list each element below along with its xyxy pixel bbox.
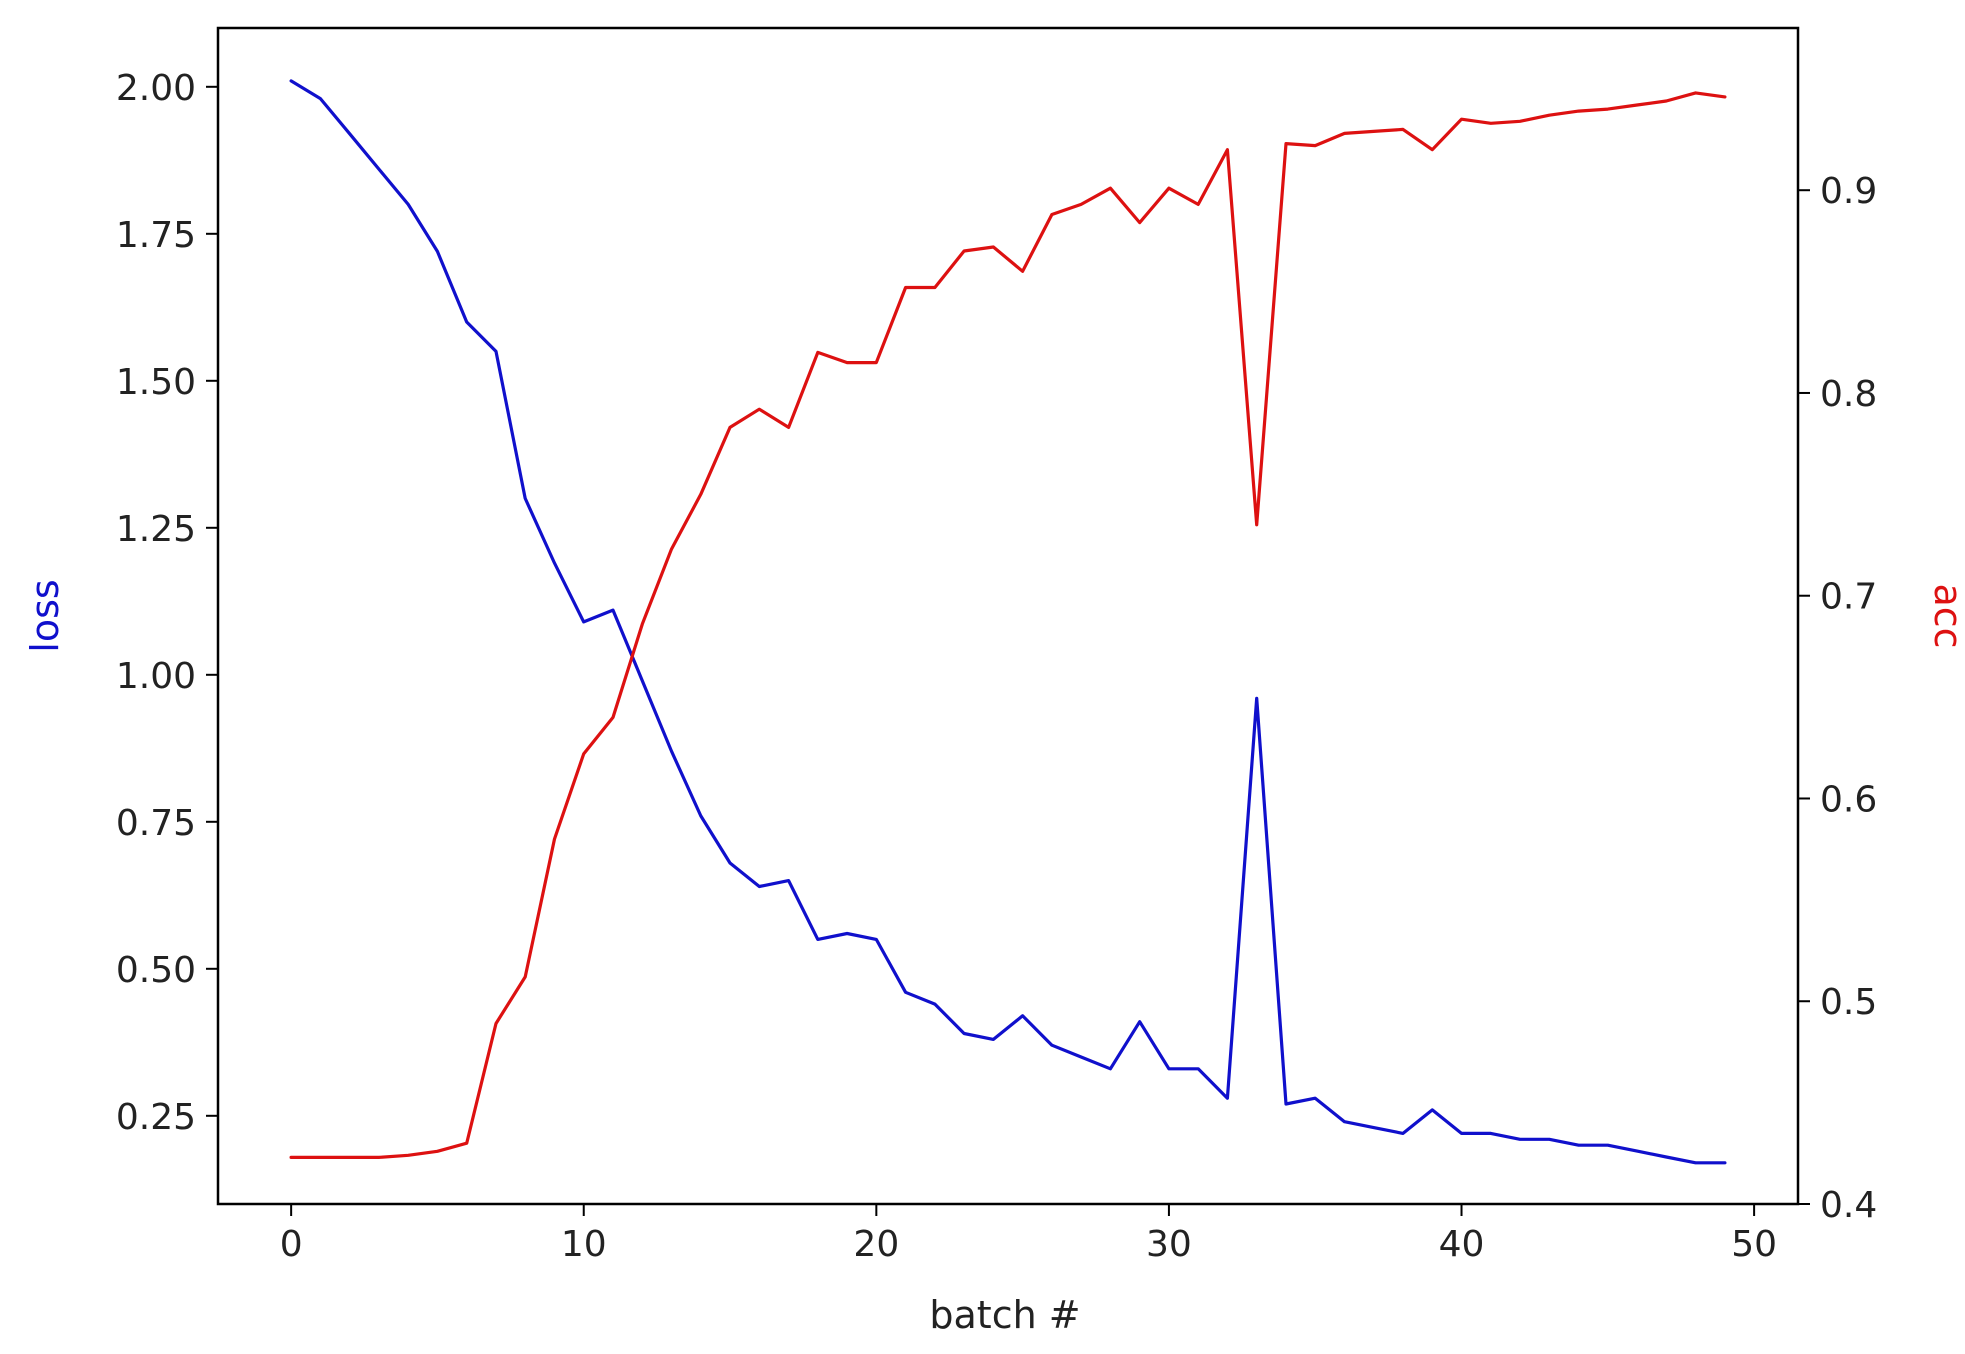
acc-series-line [289,91,1727,1160]
loss-series-line [289,79,1727,1165]
left-y-tick-label: 0.50 [116,950,196,991]
x-tick-label: 20 [853,1224,899,1265]
x-tick-label: 10 [561,1224,607,1265]
plot-area [216,26,1800,1206]
right-y-tick-label: 0.7 [1820,577,1877,618]
left-y-tick-label: 1.50 [116,362,196,403]
x-tick-label: 50 [1731,1224,1777,1265]
left-y-tick-label: 1.25 [116,509,196,550]
right-y-axis-title: acc [1926,583,1965,648]
right-y-tick-label: 0.4 [1820,1185,1877,1226]
left-y-axis-title: loss [23,579,67,652]
x-tick-label: 30 [1146,1224,1192,1265]
x-tick-label: 0 [280,1224,303,1265]
right-y-tick-label: 0.8 [1820,374,1877,415]
x-axis-title: batch # [929,1293,1080,1337]
right-y-tick-label: 0.5 [1820,982,1877,1023]
right-y-axis-ticks: 0.4 0.5 0.6 0.7 0.8 0.9 [1798,171,1877,1226]
x-tick-label: 40 [1439,1224,1485,1265]
right-y-tick-label: 0.6 [1820,779,1877,820]
left-y-tick-label: 1.00 [116,656,196,697]
x-axis-ticks: 0 10 20 30 40 50 [280,1204,1777,1265]
left-y-axis-ticks: 0.25 0.50 0.75 1.00 1.25 1.50 1.75 2.00 [116,68,218,1138]
left-y-tick-label: 1.75 [116,215,196,256]
left-y-tick-label: 0.25 [116,1097,196,1138]
left-y-tick-label: 0.75 [116,803,196,844]
left-y-tick-label: 2.00 [116,68,196,109]
right-y-tick-label: 0.9 [1820,171,1877,212]
series-lines [289,79,1727,1165]
